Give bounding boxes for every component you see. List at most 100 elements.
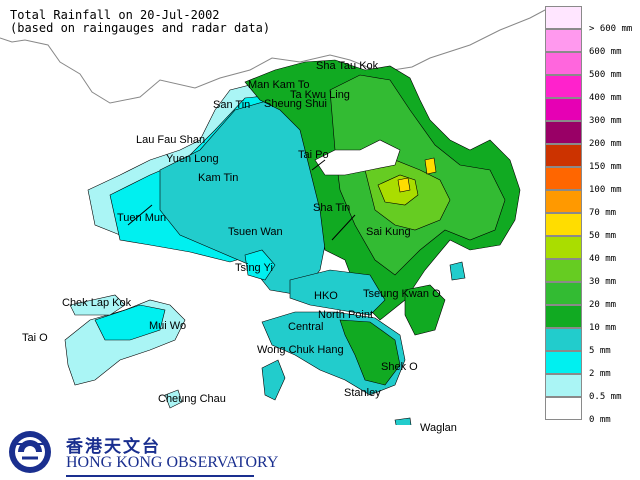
legend-swatch — [545, 374, 582, 397]
legend-row: 0.5 mm — [545, 374, 634, 402]
hko-english-name: HONG KONG OBSERVATORY — [66, 454, 279, 471]
lamma-island — [261, 359, 286, 401]
legend-label: 0 mm — [589, 415, 611, 425]
legend-label: 50 mm — [589, 231, 617, 241]
sai-kung-islet — [449, 261, 466, 281]
place-label-san-tin: San Tin — [213, 99, 251, 111]
legend-label: 200 mm — [589, 139, 622, 149]
legend-label: 0.5 mm — [589, 392, 622, 402]
place-label-sai-kung: Sai Kung — [366, 226, 411, 238]
legend-swatch — [545, 397, 582, 420]
legend-label: 30 mm — [589, 277, 617, 287]
hk-island-east — [339, 319, 401, 386]
legend-label: 300 mm — [589, 116, 622, 126]
legend-swatch — [545, 29, 582, 52]
place-label-sheung-shui: Sheung Shui — [264, 98, 327, 110]
legend-label: 100 mm — [589, 185, 622, 195]
logo-divider — [66, 475, 254, 477]
legend-swatch — [545, 190, 582, 213]
rain-zone-5mm-central — [159, 99, 331, 296]
legend-swatch — [545, 351, 582, 374]
place-label-tai-o: Tai O — [22, 332, 48, 344]
place-label-chek-lap-kok: Chek Lap Kok — [62, 297, 132, 309]
legend-row: 5 mm — [545, 328, 634, 356]
place-label-mui-wo: Mui Wo — [149, 320, 187, 332]
legend-swatch — [545, 213, 582, 236]
legend-label: 5 mm — [589, 346, 611, 356]
legend-row: 150 mm — [545, 144, 634, 172]
legend-swatch — [545, 236, 582, 259]
legend-swatch — [545, 167, 582, 190]
legend-label: 600 mm — [589, 47, 622, 57]
place-label-wong-chuk-hang: Wong Chuk Hang — [257, 344, 344, 356]
place-label-tuen-mun: Tuen Mun — [117, 212, 167, 224]
place-label-tsing-yi: Tsing Yi — [235, 262, 273, 274]
tai-po-marker — [311, 159, 326, 171]
legend-label: 500 mm — [589, 70, 622, 80]
place-label-hko: HKO — [314, 290, 338, 302]
place-label-tsuen-wan: Tsuen Wan — [228, 226, 283, 238]
place-label-ta-kwu-ling: Ta Kwu Ling — [290, 89, 350, 101]
legend-swatch — [545, 98, 582, 121]
hko-emblem-icon — [9, 431, 51, 473]
tuen-mun-marker — [127, 204, 153, 226]
place-label-sha-tin: Sha Tin — [313, 202, 351, 214]
legend-row: 500 mm — [545, 52, 634, 80]
legend-row: 30 mm — [545, 259, 634, 287]
legend-label: 10 mm — [589, 323, 617, 333]
legend-label: 150 mm — [589, 162, 622, 172]
place-label-stanley: Stanley — [344, 387, 381, 399]
legend-row: 40 mm — [545, 236, 634, 264]
place-label-sha-tau-kok: Sha Tau Kok — [316, 60, 379, 72]
legend-swatch — [545, 305, 582, 328]
place-label-kam-tin: Kam Tin — [198, 172, 239, 184]
legend-label: > 600 mm — [589, 24, 633, 34]
place-label-tseung-kwan-o: Tseung Kwan O — [363, 288, 441, 300]
legend-swatch — [545, 282, 582, 305]
place-label-tai-po: Tai Po — [298, 149, 329, 161]
legend-row: 400 mm — [545, 75, 634, 103]
legend-row: 600 mm — [545, 29, 634, 57]
place-label-shek-o: Shek O — [381, 361, 418, 373]
rainfall-legend: > 600 mm 600 mm 500 mm 400 mm 300 mm 200 mm 15… — [545, 6, 634, 425]
place-label-central: Central — [288, 321, 324, 333]
waglan-area-island — [394, 417, 412, 425]
legend-label: 40 mm — [589, 254, 617, 264]
clear-water-bay — [404, 284, 446, 336]
legend-row: 300 mm — [545, 98, 634, 126]
rain-zone-50mm-a — [397, 177, 411, 193]
legend-swatch — [545, 328, 582, 351]
mainland-boundary — [0, 9, 545, 104]
tsing-yi-island — [244, 249, 276, 281]
legend-row: 0 mm — [545, 397, 634, 425]
legend-swatch — [545, 6, 582, 29]
kowloon — [289, 269, 386, 316]
place-label-north-point: North Point — [318, 309, 374, 321]
place-label-cheung-chau: Cheung Chau — [158, 393, 226, 405]
place-label-yuen-long: Yuen Long — [166, 153, 219, 165]
cheung-chau-island — [164, 389, 183, 409]
legend-label: 70 mm — [589, 208, 617, 218]
place-label-waglan: Waglan — [420, 422, 457, 434]
legend-label: 400 mm — [589, 93, 622, 103]
chek-lap-kok-island — [69, 294, 126, 316]
legend-swatch — [545, 52, 582, 75]
hko-chinese-name: 香港天文台 — [66, 437, 161, 457]
place-label-lau-fau-shan: Lau Fau Shan — [136, 134, 206, 146]
rain-zone-50mm-b — [424, 157, 437, 175]
legend-row: 200 mm — [545, 121, 634, 149]
legend-label: 20 mm — [589, 300, 617, 310]
legend-row: > 600 mm — [545, 6, 634, 34]
legend-row: 100 mm — [545, 167, 634, 195]
legend-swatch — [545, 259, 582, 282]
map-subtitle: (based on raingauges and radar data) — [10, 21, 271, 35]
legend-row: 50 mm — [545, 213, 634, 241]
legend-row: 70 mm — [545, 190, 634, 218]
legend-swatch — [545, 75, 582, 98]
legend-row: 20 mm — [545, 282, 634, 310]
rainfall-map-graphic — [0, 9, 545, 425]
lantau-core — [94, 304, 166, 341]
tolo-harbour — [314, 139, 401, 176]
map-title: Total Rainfall on 20-Jul-2002 — [10, 8, 220, 22]
